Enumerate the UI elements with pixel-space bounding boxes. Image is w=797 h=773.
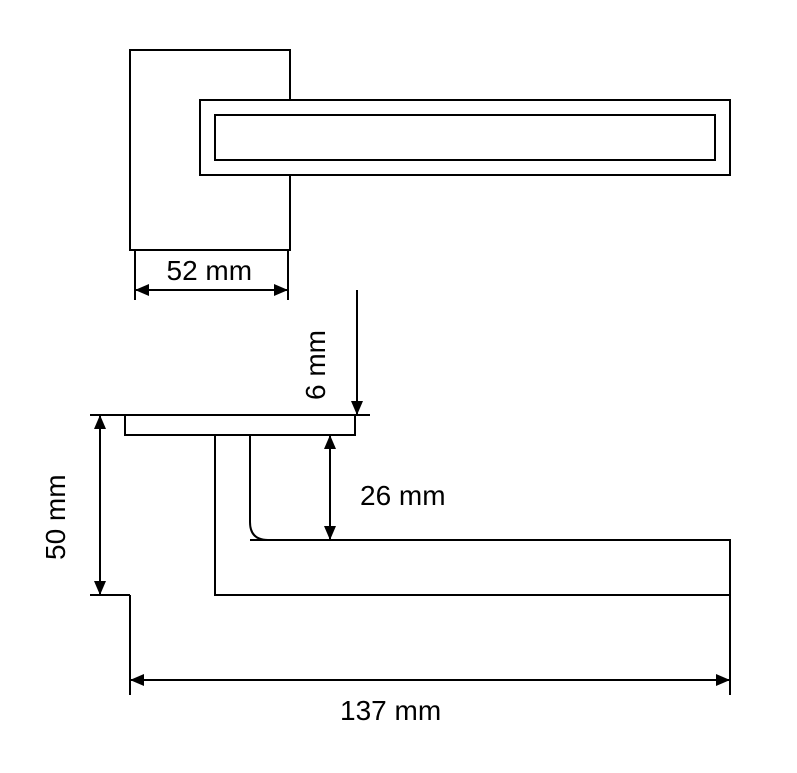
dimension-label: 6 mm: [300, 330, 331, 400]
handle-side-profile: [215, 435, 730, 595]
top-view: [130, 50, 730, 250]
dimension-label: 50 mm: [40, 474, 71, 560]
dimension-label: 137 mm: [340, 695, 441, 726]
dimension-label: 52 mm: [167, 255, 253, 286]
dimension-set: 52 mm 6 mm 26 mm 50 mm 137 mm: [40, 250, 730, 726]
rose-plate-side: [125, 415, 355, 435]
drawing-svg: 52 mm 6 mm 26 mm 50 mm 137 mm: [0, 0, 797, 773]
handle-bar-outer: [200, 100, 730, 175]
dimension-label: 26 mm: [360, 480, 446, 511]
technical-drawing: 52 mm 6 mm 26 mm 50 mm 137 mm: [0, 0, 797, 773]
